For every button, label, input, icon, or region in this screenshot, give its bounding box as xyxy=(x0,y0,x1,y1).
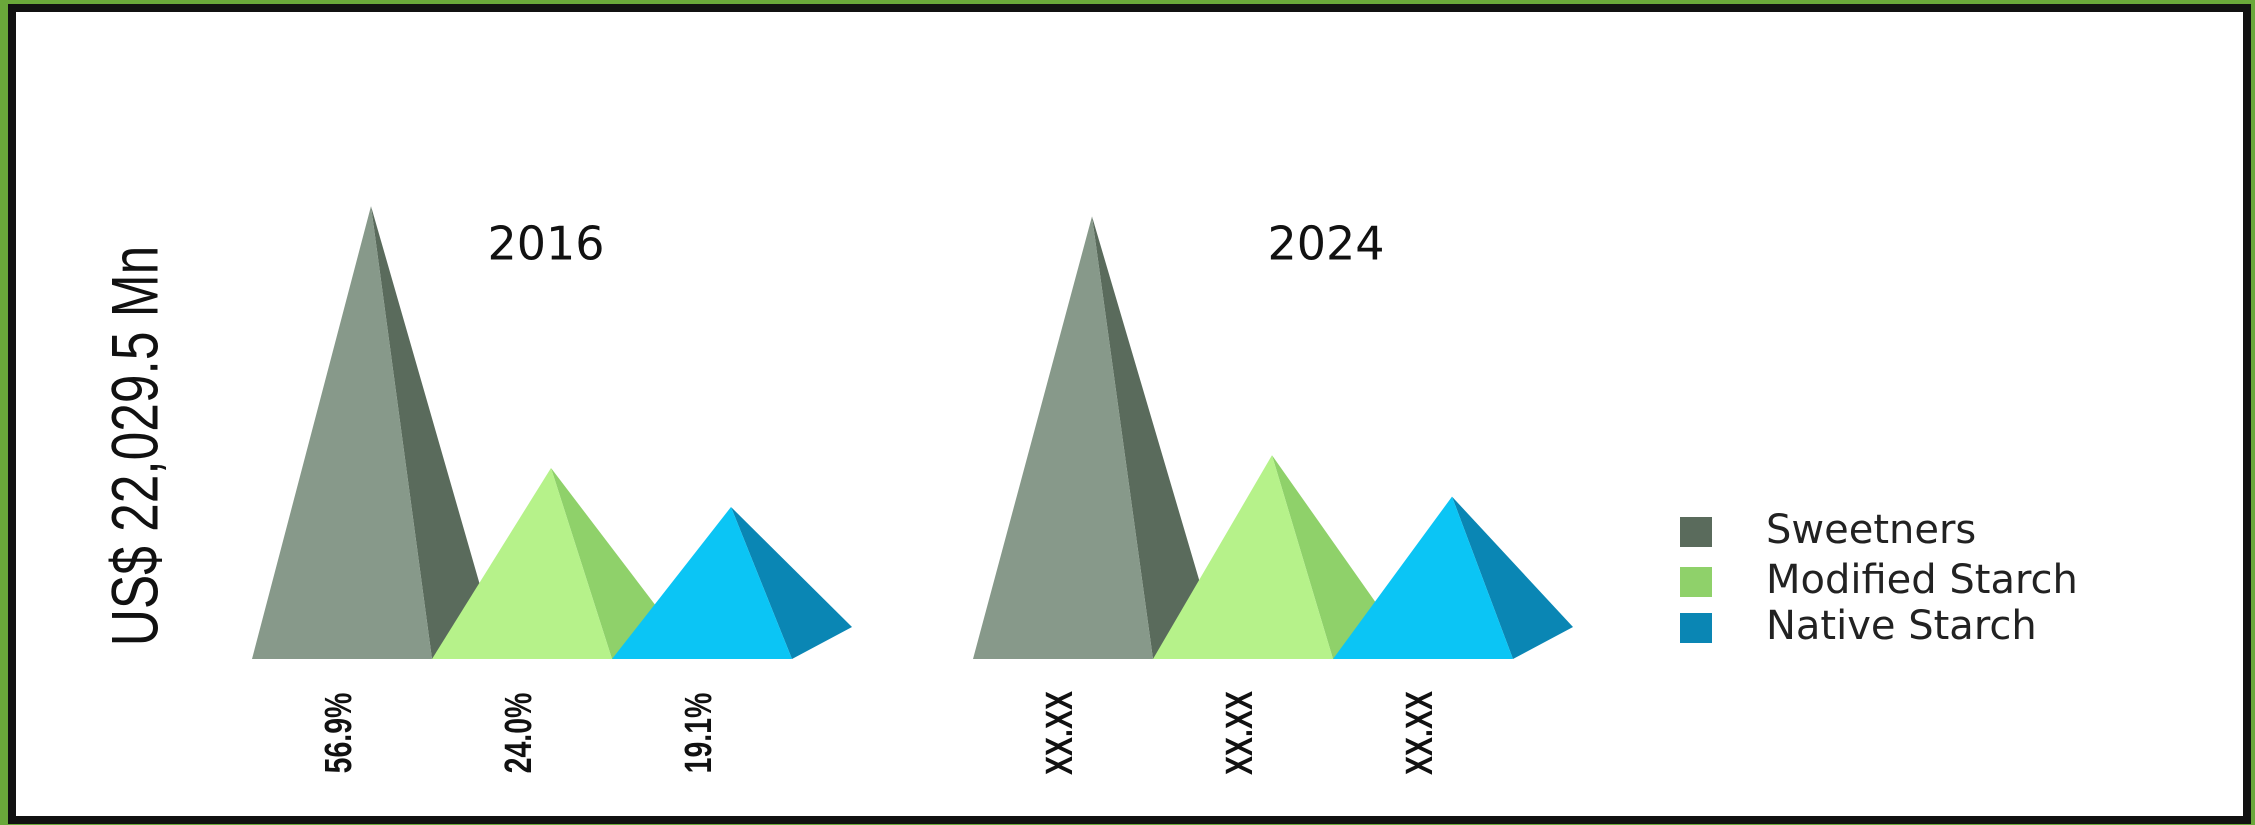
value-label: 56.9% xyxy=(318,693,360,774)
y-axis-label: US$ 22,029.5 Mn xyxy=(97,246,172,647)
legend-swatch xyxy=(1680,517,1712,547)
value-label: 19.1% xyxy=(678,693,720,774)
pyramid-side xyxy=(371,206,492,660)
pyramid-side xyxy=(731,506,852,659)
pyramid-front xyxy=(1153,455,1333,659)
pyramid-side xyxy=(1092,216,1213,659)
legend-label: Native Starch xyxy=(1766,603,2037,649)
legend-label: Sweetners xyxy=(1766,507,1976,553)
pyramid-front xyxy=(1333,496,1513,659)
value-label: XX.XX xyxy=(1039,691,1081,775)
value-label: 24.0% xyxy=(498,693,540,774)
pyramid-front xyxy=(252,206,432,660)
pyramid-side xyxy=(551,467,672,659)
legend-swatch xyxy=(1680,567,1712,597)
group-label: 2016 xyxy=(487,217,604,271)
pyramid-side xyxy=(1452,496,1573,659)
pyramid-front xyxy=(973,216,1153,659)
value-label: XX.XX xyxy=(1399,691,1441,775)
pyramid-front xyxy=(612,506,792,659)
pyramid-side xyxy=(1272,455,1393,659)
value-label: XX.XX xyxy=(1219,691,1261,775)
group-label: 2024 xyxy=(1267,217,1384,271)
pyramid-front xyxy=(432,467,612,659)
legend-swatch xyxy=(1680,613,1712,643)
legend-label: Modified Starch xyxy=(1766,557,2078,603)
